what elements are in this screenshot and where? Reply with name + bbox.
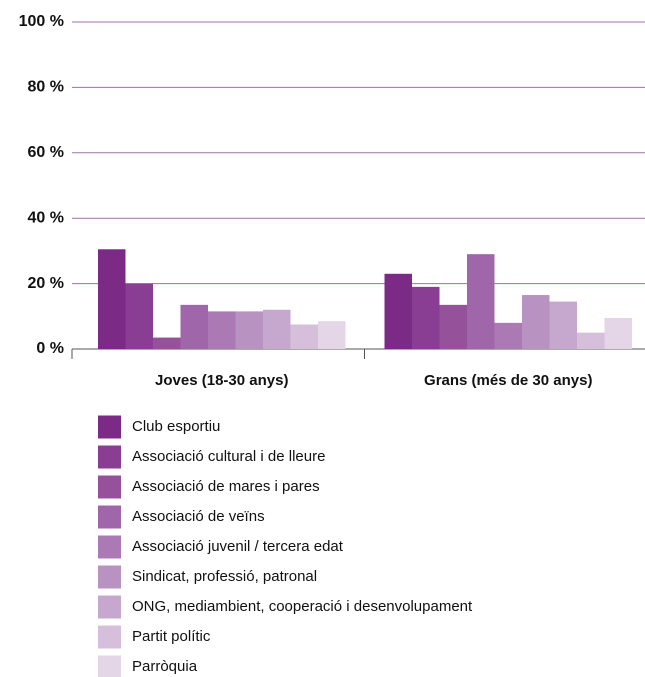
legend-label: Sindicat, professió, patronal [132, 568, 317, 585]
legend-label: Parròquia [132, 658, 198, 675]
legend-swatch [98, 505, 121, 529]
bar [318, 321, 346, 349]
legend-swatch [98, 475, 121, 499]
bar [439, 304, 467, 349]
bar [384, 273, 412, 349]
legend-label: ONG, mediambient, cooperació i desenvolu… [132, 598, 473, 615]
bar [125, 283, 153, 349]
legend-swatch [98, 655, 121, 677]
legend-label: Associació de veïns [132, 508, 265, 525]
legend-swatch [98, 625, 121, 649]
bar [180, 304, 208, 349]
legend-label: Associació cultural i de lleure [132, 448, 325, 465]
x-tick-label: Joves (18-30 anys) [155, 372, 288, 389]
bar [467, 254, 495, 349]
legend-swatch [98, 595, 121, 619]
bar [549, 301, 577, 349]
y-tick-label: 40 % [28, 209, 64, 226]
y-tick-label: 20 % [28, 275, 64, 292]
bar [604, 317, 632, 349]
x-tick-label: Grans (més de 30 anys) [424, 372, 592, 389]
y-tick-label: 100 % [19, 13, 64, 30]
y-tick-label: 60 % [28, 144, 64, 161]
legend-swatch [98, 445, 121, 469]
legend-swatch [98, 535, 121, 559]
y-tick-label: 0 % [36, 340, 64, 357]
bar [522, 295, 550, 349]
bar [494, 322, 522, 349]
bar [98, 249, 126, 349]
bar [153, 337, 181, 349]
bar [208, 311, 236, 349]
legend-label: Club esportiu [132, 418, 220, 435]
bar [412, 286, 440, 349]
bar [263, 309, 291, 349]
bar [577, 332, 605, 349]
legend-label: Partit polític [132, 628, 211, 645]
legend-swatch [98, 415, 121, 439]
legend-swatch [98, 565, 121, 589]
legend-label: Associació juvenil / tercera edat [132, 538, 344, 555]
bar [290, 324, 318, 349]
legend-label: Associació de mares i pares [132, 478, 320, 495]
bar [235, 311, 263, 349]
y-tick-label: 80 % [28, 79, 64, 96]
